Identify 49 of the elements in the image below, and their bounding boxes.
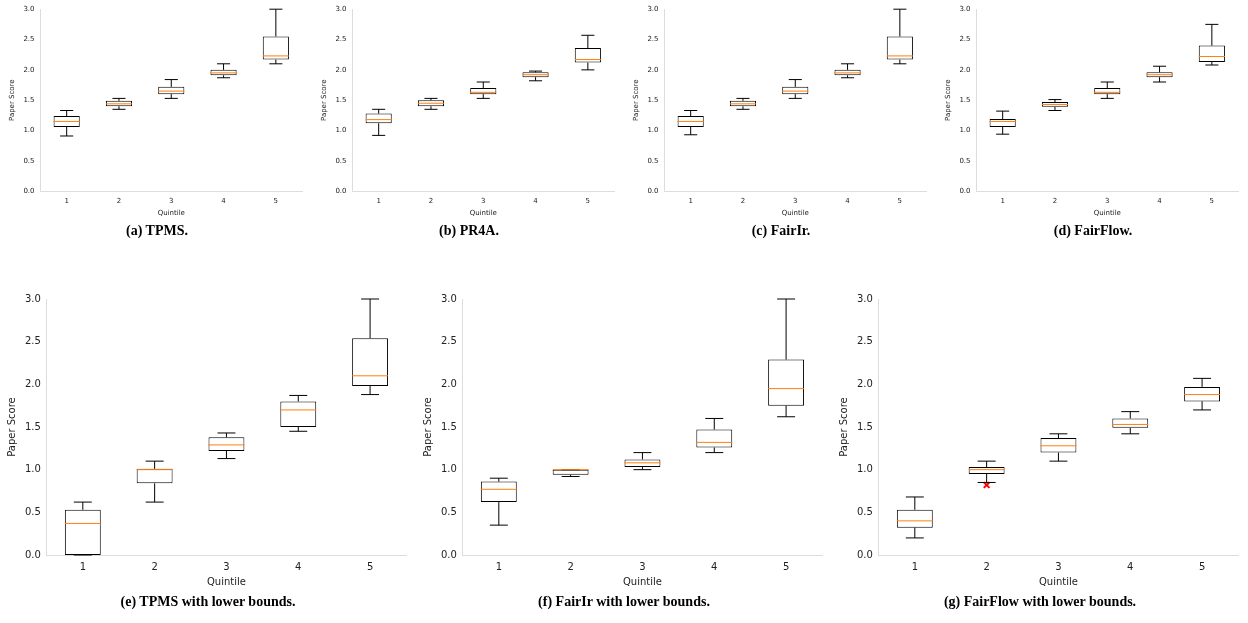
x-tick-label: 4 [1127, 560, 1134, 572]
y-tick-label: 2.5 [857, 335, 873, 347]
x-axis-title: Quintile [622, 575, 662, 587]
y-tick-label: 2.0 [441, 377, 457, 389]
y-tick-label: 3.0 [25, 292, 41, 304]
y-tick-label: 0.5 [441, 505, 457, 517]
y-tick-label: 2.5 [441, 335, 457, 347]
x-tick-label: 1 [495, 560, 502, 572]
x-tick-label: 2 [983, 560, 990, 572]
y-tick-label: 2.0 [25, 377, 41, 389]
x-tick-label: 4 [711, 560, 718, 572]
y-tick-label: 2.0 [857, 377, 873, 389]
text: (g) FairFlow with lower bounds. [942, 594, 1138, 610]
x-tick-label: 3 [639, 560, 646, 572]
x-tick-label: 3 [1055, 560, 1062, 572]
x-tick-label: 3 [223, 560, 230, 572]
x-axis-title: Quintile [206, 575, 246, 587]
text: (c) FairIr. [750, 223, 812, 239]
x-tick-label: 2 [151, 560, 158, 572]
y-tick-label: 1.5 [25, 420, 41, 432]
text: (a) TPMS. [125, 223, 189, 239]
x-tick-label: 1 [911, 560, 918, 572]
text: (f) FairIr with lower bounds. [537, 594, 711, 610]
y-axis-title: Paper Score [421, 397, 433, 457]
text: (e) TPMS with lower bounds. [119, 594, 297, 610]
x-tick-label: 1 [79, 560, 86, 572]
y-tick-label: 1.0 [441, 463, 457, 475]
x-tick-label: 5 [366, 560, 374, 572]
y-tick-label: 1.5 [441, 420, 457, 432]
x-tick-label: 4 [295, 560, 302, 572]
y-tick-label: 1.0 [857, 463, 873, 475]
y-tick-label: 0.0 [25, 548, 41, 560]
y-tick-label: 0.5 [857, 505, 873, 517]
y-tick-label: 0.5 [25, 505, 41, 517]
y-axis-title: Paper Score [5, 397, 17, 457]
y-tick-label: 2.5 [25, 335, 41, 347]
y-axis-title: Paper Score [837, 397, 849, 457]
x-axis-title: Quintile [1038, 575, 1078, 587]
y-tick-label: 0.0 [441, 548, 457, 560]
y-tick-label: 1.0 [25, 463, 41, 475]
x-tick-label: 5 [782, 560, 790, 572]
y-tick-label: 3.0 [857, 292, 873, 304]
x-tick-label: 5 [1198, 560, 1206, 572]
text: (b) PR4A. [438, 223, 500, 239]
y-tick-label: 3.0 [441, 292, 457, 304]
y-tick-label: 0.0 [857, 548, 873, 560]
text: (d) FairFlow. [1052, 223, 1134, 239]
y-tick-label: 1.5 [857, 420, 873, 432]
x-tick-label: 2 [567, 560, 574, 572]
